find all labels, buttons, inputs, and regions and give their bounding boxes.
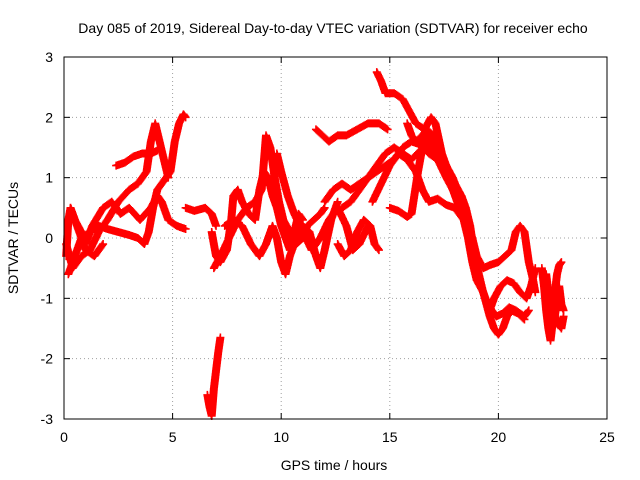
data-series-trace xyxy=(112,146,162,170)
y-tick-label: 3 xyxy=(45,49,53,65)
y-tick-label: -2 xyxy=(41,351,54,367)
data-series-trace xyxy=(203,333,225,420)
data-series-trace xyxy=(320,143,540,315)
plot-frame xyxy=(63,56,608,420)
data-series-trace xyxy=(220,197,342,279)
y-tick-label: 1 xyxy=(45,170,53,186)
data-series-trace xyxy=(333,215,383,261)
data-series-trace xyxy=(66,203,108,261)
data-series-trace xyxy=(181,203,221,230)
data-series-trace xyxy=(272,149,373,255)
y-axis-label: SDTVAR / TECUs xyxy=(5,182,21,294)
tick-layer: 0 5 10 15 20 25 -3 -2 -1 0 1 2 3 xyxy=(41,49,615,445)
data-marks xyxy=(62,68,568,420)
y-tick-label: 0 xyxy=(45,230,53,246)
y-tick-label: 2 xyxy=(45,109,53,125)
x-axis-label: GPS time / hours xyxy=(281,457,388,473)
y-tick-label: -1 xyxy=(41,290,54,306)
data-series-trace xyxy=(403,119,466,218)
chart-title: Day 085 of 2019, Sidereal Day-to-day VTE… xyxy=(78,20,588,36)
x-tick-label: 0 xyxy=(60,429,68,445)
data-series-trace xyxy=(544,294,568,333)
x-tick-label: 10 xyxy=(273,429,289,445)
x-tick-label: 20 xyxy=(491,429,507,445)
x-tick-label: 15 xyxy=(382,429,398,445)
data-series-trace xyxy=(311,119,392,146)
x-tick-label: 5 xyxy=(169,429,177,445)
y-tick-label: -3 xyxy=(41,411,54,427)
data-series-trace xyxy=(64,110,190,279)
x-tick-label: 25 xyxy=(599,429,615,445)
